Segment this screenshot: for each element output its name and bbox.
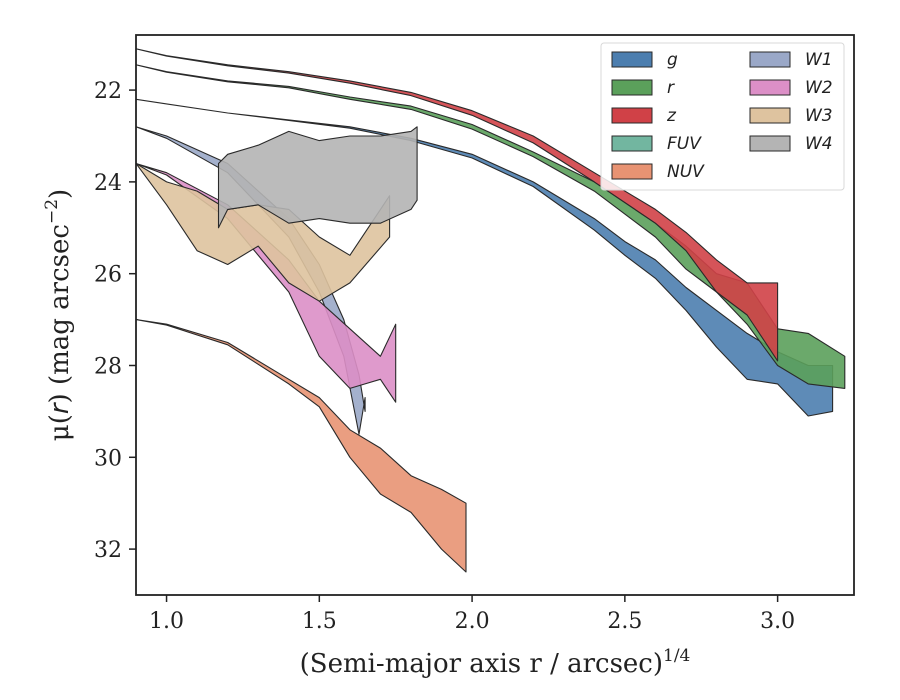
- series-bands: [136, 48, 846, 573]
- legend-swatch-w3: [749, 107, 791, 124]
- legend-label-w1: W1: [805, 50, 833, 70]
- legend-swatch-r: [611, 79, 653, 96]
- legend-swatch-nuv: [611, 163, 653, 180]
- band-w4: [217, 126, 418, 229]
- x-tick-label: 2.5: [607, 609, 642, 634]
- legend-label-g: g: [667, 50, 678, 70]
- legend-label-nuv: NUV: [667, 162, 705, 182]
- x-tick-label: 3.0: [760, 609, 795, 634]
- legend-swatch-w2: [749, 79, 791, 96]
- band-z: [136, 48, 779, 362]
- y-axis-title-variable: r: [45, 401, 75, 414]
- legend-swatch-w4: [749, 135, 791, 152]
- x-ticks: 1.0 1.5 2.0 2.5 3.0: [149, 595, 795, 634]
- y-tick-label: 32: [94, 538, 122, 563]
- y-tick-label: 24: [94, 171, 122, 196]
- legend-swatch-w1: [749, 51, 791, 68]
- y-axis-title-close: ): [45, 189, 75, 199]
- band-g: [136, 98, 834, 417]
- y-tick-label: 30: [94, 446, 122, 471]
- y-tick-label: 22: [94, 79, 122, 104]
- x-tick-label: 2.0: [455, 609, 490, 634]
- y-tick-label: 28: [94, 354, 122, 379]
- x-tick-label: 1.0: [149, 609, 184, 634]
- y-axis-title-prefix: μ(: [45, 414, 75, 441]
- legend-label-fuv: FUV: [667, 134, 702, 154]
- legend: grz FUV NUV W1 W2 W3 W4: [600, 42, 845, 191]
- x-tick-label: 1.5: [302, 609, 337, 634]
- y-tick-label: 26: [94, 263, 122, 288]
- legend-swatch-g: [611, 51, 653, 68]
- legend-swatch-z: [611, 107, 653, 124]
- legend-label-r: r: [667, 78, 675, 98]
- legend-swatch-fuv: [611, 135, 653, 152]
- x-axis-title: (Semi-major axis r / arcsec)1/4: [300, 646, 691, 679]
- plot-frame: [135, 34, 855, 596]
- legend-label-z: z: [666, 106, 677, 126]
- x-axis-title-text: (Semi-major axis r / arcsec): [300, 649, 663, 679]
- legend-label-w3: W3: [805, 106, 833, 126]
- legend-label-w2: W2: [805, 78, 833, 98]
- y-ticks: 22 24 26 28 30 32: [94, 79, 136, 563]
- y-axis-title-unit: ) (mag arcsec: [45, 224, 75, 403]
- y-axis-title-superscript: −2: [42, 199, 62, 224]
- legend-label-w4: W4: [805, 134, 833, 154]
- y-axis-title: μ(r) (mag arcsec−2): [42, 189, 75, 441]
- band-nuv: [136, 319, 467, 573]
- x-axis-title-superscript: 1/4: [663, 646, 690, 666]
